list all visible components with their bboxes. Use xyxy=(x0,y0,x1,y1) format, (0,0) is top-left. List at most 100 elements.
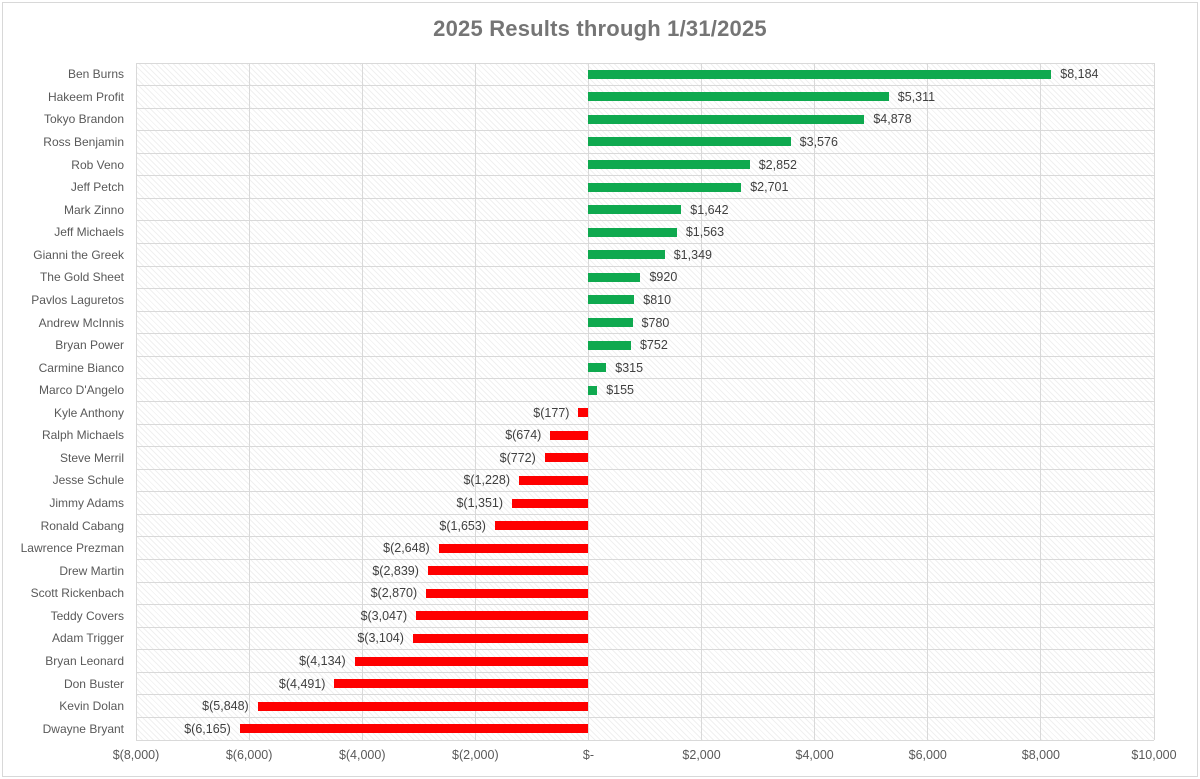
data-label: $5,311 xyxy=(897,89,936,104)
horizontal-gridline xyxy=(136,220,1154,222)
positive-bar xyxy=(588,160,750,170)
horizontal-gridline xyxy=(136,626,1154,628)
data-label: $810 xyxy=(643,292,672,307)
horizontal-gridline xyxy=(136,401,1154,402)
horizontal-gridline xyxy=(136,513,1154,515)
category-label: Kevin Dolan xyxy=(59,699,124,714)
vertical-gridline xyxy=(1153,63,1155,740)
data-label: $(2,870) xyxy=(370,586,418,601)
positive-bar xyxy=(588,205,682,215)
positive-bar xyxy=(588,92,889,102)
category-label: Jeff Petch xyxy=(70,180,124,195)
x-axis-tick-label: $6,000 xyxy=(908,748,947,762)
negative-bar xyxy=(518,475,589,485)
data-label: $(2,839) xyxy=(372,563,419,578)
negative-bar xyxy=(578,408,589,418)
data-label: $1,642 xyxy=(690,202,729,217)
category-label: Jeff Michaels xyxy=(54,225,124,240)
category-label: Hakeem Profit xyxy=(47,89,124,104)
data-label: $(2,648) xyxy=(383,541,430,556)
negative-bar xyxy=(334,679,589,689)
data-label: $1,563 xyxy=(685,225,725,240)
negative-bar xyxy=(354,656,589,666)
positive-bar xyxy=(588,363,607,373)
data-label: $3,576 xyxy=(799,134,838,149)
category-label: Ben Burns xyxy=(67,67,124,82)
category-label: Ralph Michaels xyxy=(41,428,124,443)
category-label: Ronald Cabang xyxy=(40,518,124,533)
data-label: $2,701 xyxy=(750,180,789,195)
data-label: $(1,653) xyxy=(439,518,486,533)
category-label: Mark Zinno xyxy=(63,202,124,217)
data-label: $(1,351) xyxy=(456,496,504,511)
plot-area: $8,184 $5,311 $4,878 $3,576 $2,852 $2,701 $1,6… xyxy=(135,62,1155,741)
x-axis-tick-label: $4,000 xyxy=(795,748,834,762)
x-axis-tick-label: $(8,000) xyxy=(112,748,160,762)
horizontal-gridline xyxy=(136,265,1154,267)
x-axis-tick-label: $2,000 xyxy=(682,748,721,762)
x-axis-tick-label: $8,000 xyxy=(1021,748,1060,762)
horizontal-gridline xyxy=(136,536,1154,538)
data-label: $4,878 xyxy=(873,112,912,127)
positive-bar xyxy=(588,318,633,328)
data-label: $8,184 xyxy=(1060,67,1099,82)
category-label: Marco D'Angelo xyxy=(39,383,124,398)
chart-title: 2025 Results through 1/31/2025 xyxy=(433,16,767,41)
category-label: Steve Merril xyxy=(59,450,124,465)
positive-bar xyxy=(588,114,865,124)
category-label: Adam Trigger xyxy=(51,631,124,646)
category-label: Lawrence Prezman xyxy=(20,541,124,556)
data-label: $(772) xyxy=(499,450,536,465)
category-label: Don Buster xyxy=(63,676,124,691)
horizontal-gridline xyxy=(136,85,1154,87)
horizontal-gridline xyxy=(136,243,1154,245)
horizontal-gridline xyxy=(136,716,1154,718)
category-label: Andrew McInnis xyxy=(38,315,124,330)
positive-bar xyxy=(588,385,598,395)
category-label: Carmine Bianco xyxy=(38,360,124,375)
horizontal-gridline xyxy=(136,130,1154,132)
category-label: Kyle Anthony xyxy=(53,405,124,420)
category-label: Jimmy Adams xyxy=(49,496,124,511)
negative-bar xyxy=(550,430,589,440)
category-label: Bryan Leonard xyxy=(45,654,124,668)
positive-bar xyxy=(588,137,791,147)
data-label: $2,852 xyxy=(758,157,797,172)
data-label: $(3,047) xyxy=(360,608,408,623)
negative-bar xyxy=(416,611,589,621)
data-label: $(5,848) xyxy=(202,699,249,714)
negative-bar xyxy=(239,724,589,734)
negative-bar xyxy=(494,521,589,531)
data-label: $(4,491) xyxy=(278,676,326,691)
horizontal-gridline xyxy=(136,378,1154,380)
data-label: $(4,134) xyxy=(299,654,346,669)
data-label: $(3,104) xyxy=(357,631,404,646)
horizontal-gridline xyxy=(136,671,1154,673)
horizontal-gridline xyxy=(136,694,1154,696)
data-label: $315 xyxy=(615,360,644,375)
data-label: $(1,228) xyxy=(463,473,510,488)
positive-bar xyxy=(588,295,635,305)
negative-bar xyxy=(426,588,589,598)
horizontal-gridline xyxy=(136,739,1154,741)
horizontal-gridline xyxy=(136,423,1154,425)
data-label: $1,349 xyxy=(673,247,712,262)
horizontal-gridline xyxy=(136,152,1154,154)
category-label: Drew Martin xyxy=(59,563,124,578)
negative-bar xyxy=(512,498,589,508)
negative-bar xyxy=(544,453,589,463)
category-label: Ross Benjamin xyxy=(43,134,124,149)
category-label: Scott Rickenbach xyxy=(30,586,124,601)
horizontal-gridline xyxy=(136,558,1154,560)
data-label: $(177) xyxy=(533,405,570,420)
x-axis-tick-label: $(4,000) xyxy=(338,748,386,762)
horizontal-gridline xyxy=(136,446,1154,448)
data-label: $752 xyxy=(639,338,668,353)
horizontal-gridline xyxy=(136,581,1154,583)
horizontal-gridline xyxy=(136,491,1154,493)
x-axis-tick-label: $(2,000) xyxy=(452,748,499,762)
data-label: $(6,165) xyxy=(184,721,231,736)
category-label: Bryan Power xyxy=(55,338,124,353)
category-label: Gianni the Greek xyxy=(33,247,124,262)
